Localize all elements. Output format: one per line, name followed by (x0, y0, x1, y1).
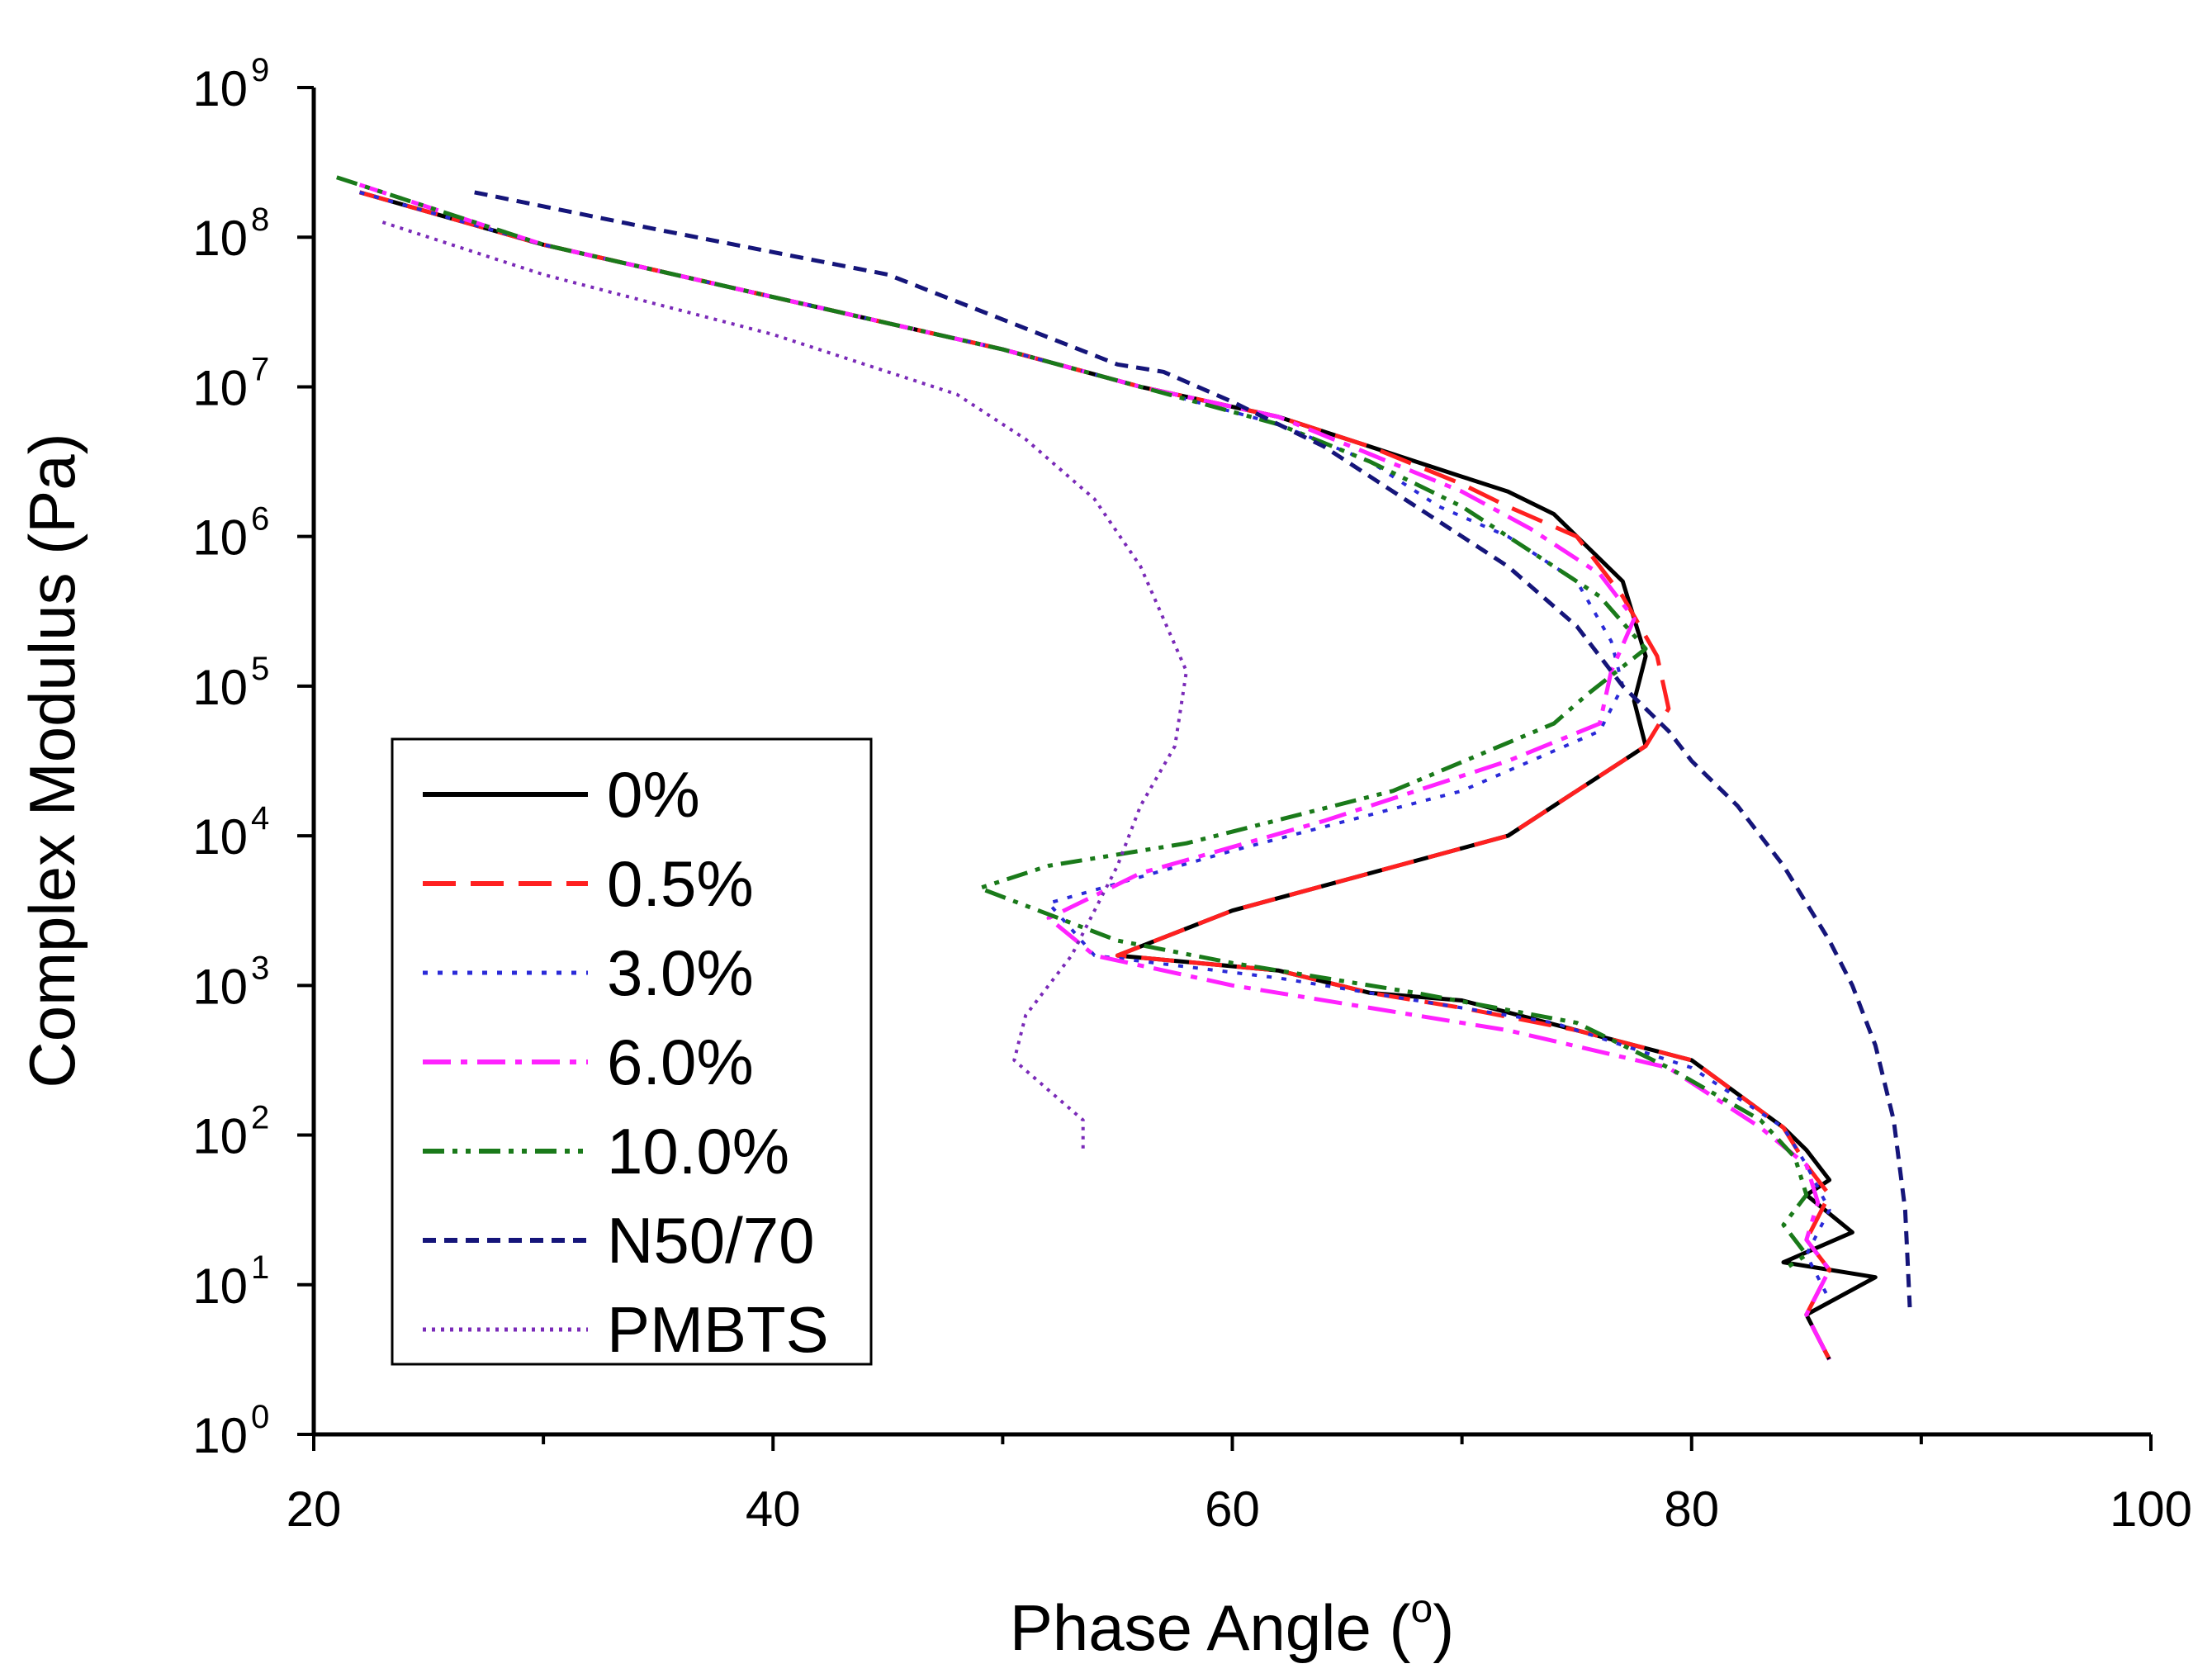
legend-label-10-0: 10.0% (607, 1115, 789, 1187)
y-axis-title: Complex Modulus (Pa) (16, 433, 88, 1088)
x-tick-label: 60 (1205, 1481, 1260, 1537)
legend: 0% 0.5% 3.0% 6.0% 10.0% N50/70 PMBTS (391, 737, 873, 1366)
x-tick-label: 40 (746, 1481, 801, 1537)
x-tick-label: 100 (2110, 1481, 2192, 1537)
series-line-6-0 (358, 182, 1832, 1361)
legend-label-0: 0% (607, 758, 700, 831)
y-tick-exponent: 3 (251, 950, 269, 986)
y-tick-exponent: 1 (251, 1249, 269, 1286)
x-tick-label: 80 (1664, 1481, 1719, 1537)
y-tick-label: 10 (192, 809, 248, 865)
y-tick-label: 10 (192, 510, 248, 566)
y-tick-exponent: 8 (251, 201, 269, 238)
series-line-pmbts (381, 220, 1188, 1150)
legend-label-n50-70: N50/70 (607, 1204, 815, 1277)
y-tick-label: 10 (192, 360, 248, 415)
y-tick-label: 10 (192, 61, 248, 116)
y-tick-label: 10 (192, 660, 248, 715)
y-tick-exponent: 6 (251, 501, 269, 538)
legend-label-3-0: 3.0% (607, 936, 754, 1009)
y-tick-label: 10 (192, 959, 248, 1014)
x-tick-label: 20 (287, 1481, 342, 1537)
y-tick-exponent: 5 (251, 651, 269, 687)
x-ticks: 20 40 60 80 100 (287, 1434, 2192, 1537)
x-axis-title-sup: o (1410, 1587, 1433, 1631)
series-layer (336, 175, 1912, 1361)
series-line-n50-70 (474, 190, 1912, 1308)
series-line-0-5 (358, 190, 1832, 1361)
y-tick-label: 10 (192, 1109, 248, 1164)
legend-box (391, 737, 873, 1366)
y-tick-exponent: 0 (251, 1399, 269, 1435)
legend-label-0-5: 0.5% (607, 847, 754, 920)
x-axis-title-end: ) (1433, 1591, 1454, 1664)
series-line-10-0 (336, 175, 1809, 1272)
x-axis-title: Phase Angle (o) (1010, 1587, 1454, 1664)
y-tick-exponent: 4 (251, 800, 269, 837)
y-tick-label: 10 (192, 1408, 248, 1463)
legend-items: 0% 0.5% 3.0% 6.0% 10.0% N50/70 PMBTS (423, 758, 829, 1366)
y-tick-label: 10 (192, 1258, 248, 1314)
legend-label-6-0: 6.0% (607, 1026, 754, 1098)
y-tick-exponent: 2 (251, 1100, 269, 1136)
y-tick-exponent: 9 (251, 52, 269, 88)
x-axis-title-main: Phase Angle ( (1010, 1591, 1411, 1664)
y-tick-label: 10 (192, 211, 248, 266)
y-tick-exponent: 7 (251, 351, 269, 387)
legend-label-pmbts: PMBTS (607, 1293, 829, 1366)
